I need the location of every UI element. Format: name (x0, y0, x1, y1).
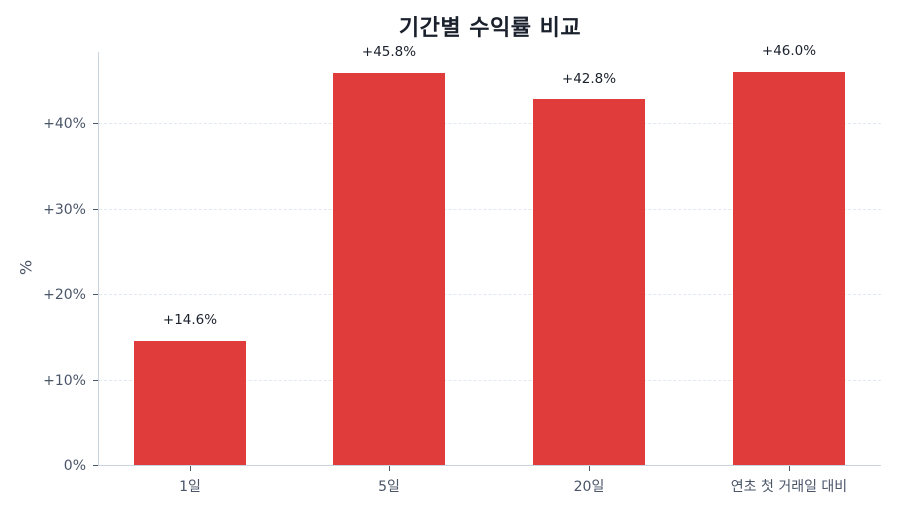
bar-value-label-1d: +14.6% (162, 312, 218, 328)
y-tick-0 (93, 465, 98, 466)
y-tick-10 (93, 380, 98, 381)
y-axis-label: % (16, 259, 36, 276)
x-tick-label-1d: 1일 (179, 479, 201, 495)
y-tick-label-40: +40% (43, 116, 86, 132)
gridline-30 (99, 209, 881, 210)
y-tick-label-30: +30% (43, 202, 86, 218)
bar-5d (333, 73, 445, 465)
x-tick-label-ytd: 연초 첫 거래일 대비 (730, 479, 848, 495)
x-tick-ytd (789, 466, 790, 471)
x-tick-label-20d: 20일 (573, 479, 605, 495)
y-tick-label-20: +20% (43, 287, 86, 303)
bar-20d (533, 99, 645, 465)
bar-value-label-20d: +42.8% (561, 71, 617, 87)
y-tick-30 (93, 209, 98, 210)
x-tick-label-5d: 5일 (378, 479, 400, 495)
x-tick-20d (589, 466, 590, 471)
y-tick-label-0: 0% (63, 458, 86, 474)
y-axis (98, 52, 99, 466)
bar-value-label-5d: +45.8% (361, 44, 417, 60)
bar-1d (134, 341, 246, 465)
chart-title: 기간별 수익률 비교 (398, 16, 582, 41)
x-tick-5d (389, 466, 390, 471)
y-tick-40 (93, 123, 98, 124)
y-tick-20 (93, 294, 98, 295)
y-tick-label-10: +10% (43, 373, 86, 389)
x-tick-1d (190, 466, 191, 471)
gridline-20 (99, 294, 881, 295)
gridline-40 (99, 123, 881, 124)
bar-value-label-ytd: +46.0% (761, 43, 817, 59)
gridline-10 (99, 380, 881, 381)
x-axis (98, 465, 881, 466)
bar-ytd (733, 72, 845, 465)
